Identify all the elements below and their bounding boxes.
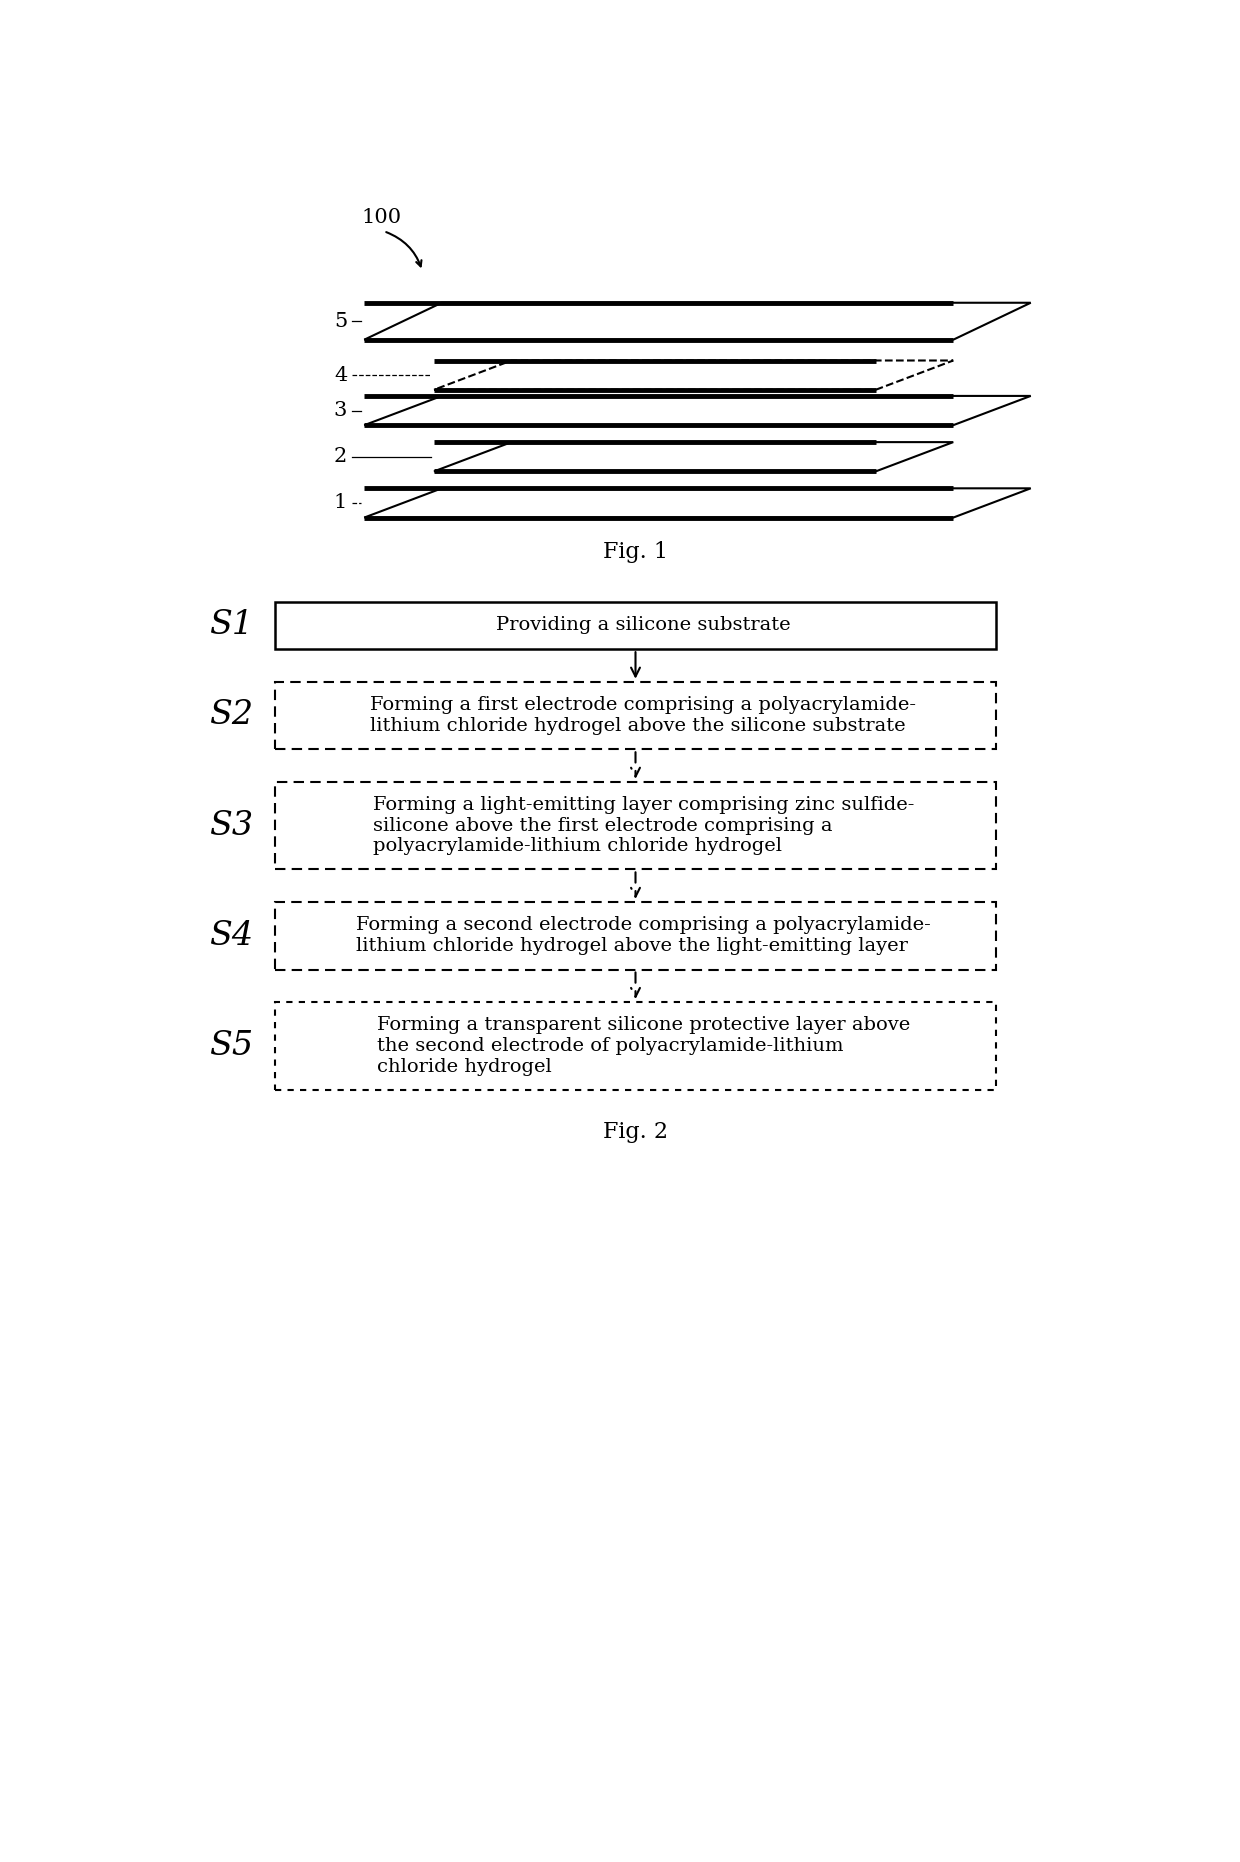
Text: 100: 100 <box>361 207 402 227</box>
Text: 4: 4 <box>334 365 347 385</box>
Text: S5: S5 <box>210 1030 253 1061</box>
Polygon shape <box>434 441 954 471</box>
Text: Fig. 2: Fig. 2 <box>603 1121 668 1143</box>
Text: Forming a transparent silicone protective layer above
the second electrode of po: Forming a transparent silicone protectiv… <box>377 1017 910 1076</box>
FancyBboxPatch shape <box>275 782 996 870</box>
FancyBboxPatch shape <box>275 601 996 650</box>
Text: Providing a silicone substrate: Providing a silicone substrate <box>496 616 791 635</box>
Polygon shape <box>434 361 954 389</box>
Polygon shape <box>365 304 1030 339</box>
Text: 1: 1 <box>334 493 347 512</box>
FancyBboxPatch shape <box>275 1002 996 1089</box>
Text: Forming a second electrode comprising a polyacrylamide-
lithium chloride hydroge: Forming a second electrode comprising a … <box>356 916 931 955</box>
Text: 3: 3 <box>334 400 347 421</box>
FancyBboxPatch shape <box>275 901 996 970</box>
FancyBboxPatch shape <box>275 681 996 749</box>
Text: S2: S2 <box>210 700 253 732</box>
Text: 2: 2 <box>334 447 347 466</box>
Text: Forming a light-emitting layer comprising zinc sulfide-
silicone above the first: Forming a light-emitting layer comprisin… <box>372 795 914 855</box>
Polygon shape <box>365 397 1030 425</box>
Text: S4: S4 <box>210 920 253 951</box>
Text: Fig. 1: Fig. 1 <box>603 542 668 562</box>
Text: S1: S1 <box>210 609 253 641</box>
Text: Forming a first electrode comprising a polyacrylamide-
lithium chloride hydrogel: Forming a first electrode comprising a p… <box>371 696 916 735</box>
Text: S3: S3 <box>210 810 253 842</box>
Text: 5: 5 <box>334 311 347 331</box>
Polygon shape <box>365 488 1030 518</box>
